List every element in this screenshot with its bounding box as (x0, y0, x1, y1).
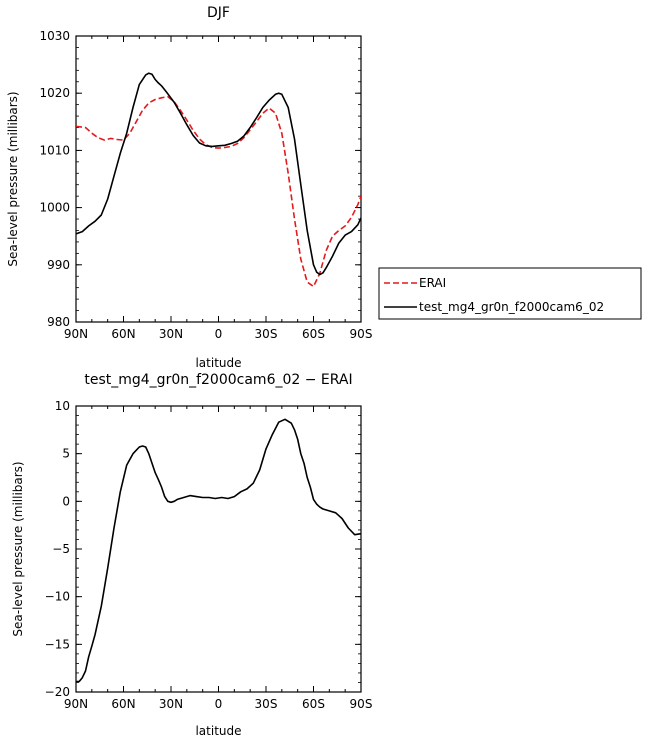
y-axis-label: Sea-level pressure (millibars) (11, 461, 25, 636)
x-tick-label: 90S (350, 697, 373, 711)
y-tick-label: 1030 (39, 29, 70, 43)
x-tick-label: 60N (111, 327, 135, 341)
y-tick-label: −10 (45, 590, 70, 604)
series-line-difference (76, 418, 361, 683)
x-tick-label: 60S (302, 697, 325, 711)
x-tick-label: 90S (350, 327, 373, 341)
chart-top-djf: 90N 60N 30N 0 30S 60S 90S 980 990 1000 1010 1020 103… (6, 5, 642, 370)
x-tick-label: 30S (255, 327, 278, 341)
y-tick-label: 1020 (39, 86, 70, 100)
y-tick-label: −5 (52, 542, 70, 556)
x-tick-label: 30N (159, 327, 183, 341)
y-axis-label: Sea-level pressure (millibars) (6, 91, 20, 266)
x-tick-label: 30N (159, 697, 183, 711)
plot-frame (75, 35, 362, 323)
legend-entry: test_mg4_gr0n_f2000cam6_02 (419, 300, 604, 314)
y-tick-label: 1000 (39, 201, 70, 215)
legend-box (378, 267, 642, 320)
x-tick-label: 60S (302, 327, 325, 341)
chart-title: test_mg4_gr0n_f2000cam6_02 − ERAI (84, 372, 352, 388)
x-tick-label: 30S (255, 697, 278, 711)
y-tick-label: −20 (45, 685, 70, 699)
series-line-test-mg4-gr0n-f2000cam6-02 (76, 72, 361, 276)
x-tick-label: 0 (215, 697, 223, 711)
x-tick-label: 90N (64, 327, 88, 341)
x-axis-label: latitude (195, 356, 241, 370)
legend-entry: ERAI (419, 276, 446, 290)
x-axis-label: latitude (195, 724, 241, 738)
x-tick-label: 0 (215, 327, 223, 341)
y-tick-label: 10 (55, 399, 70, 413)
y-tick-label: 990 (47, 258, 70, 272)
plot-frame (75, 405, 362, 693)
chart-title: DJF (207, 5, 230, 21)
chart-bottom-difference: 90N 60N 30N 0 30S 60S 90S −20 −15 −10 −5 0 5 10 test_m… (11, 372, 372, 738)
x-tick-label: 90N (64, 697, 88, 711)
y-tick-label: −15 (45, 637, 70, 651)
x-tick-label: 60N (111, 697, 135, 711)
legend: ERAI test_mg4_gr0n_f2000cam6_02 (378, 267, 642, 320)
y-tick-label: 1010 (39, 143, 70, 157)
y-tick-label: 5 (62, 447, 70, 461)
series-line-erai (76, 95, 361, 288)
y-tick-label: 980 (47, 315, 70, 329)
y-tick-label: 0 (62, 494, 70, 508)
